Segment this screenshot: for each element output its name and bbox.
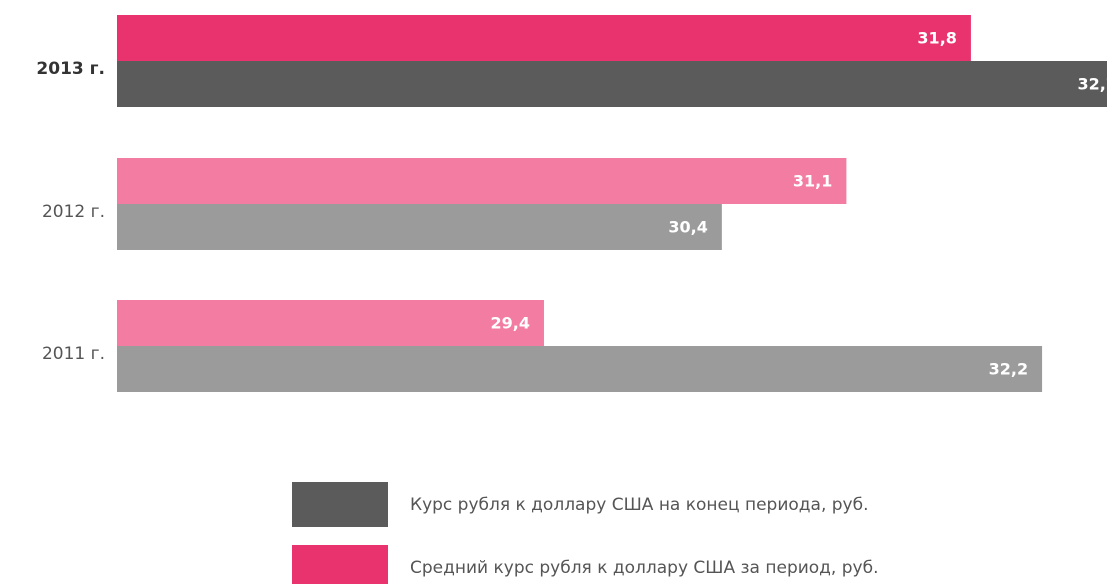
value-label: 32,7 [1078,75,1107,94]
bar [117,300,544,346]
bar [117,204,722,250]
bar [117,61,1107,107]
bar [117,15,971,61]
category-label: 2013 г. [36,59,105,79]
bar [117,346,1043,392]
bar [117,158,847,204]
legend-label: Средний курс рубля к доллару США за пери… [410,558,878,578]
value-label: 30,4 [668,218,707,237]
category-label: 2011 г. [42,344,105,364]
value-label: 29,4 [490,314,529,333]
legend-label: Курс рубля к доллару США на конец период… [410,495,869,515]
value-label: 31,8 [917,29,956,48]
category-label: 2012 г. [42,202,105,222]
value-label: 31,1 [793,172,832,191]
legend-swatch [292,545,388,584]
value-label: 32,2 [989,360,1028,379]
legend-swatch [292,482,388,527]
